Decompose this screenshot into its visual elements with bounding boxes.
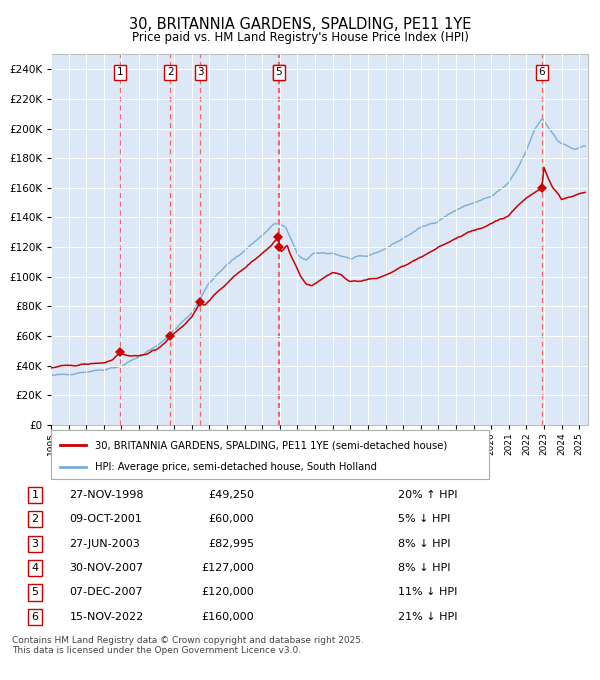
Text: 20% ↑ HPI: 20% ↑ HPI [398, 490, 457, 500]
Text: 4: 4 [275, 67, 282, 78]
Text: £49,250: £49,250 [208, 490, 254, 500]
Text: 09-OCT-2001: 09-OCT-2001 [70, 514, 142, 524]
Text: 8% ↓ HPI: 8% ↓ HPI [398, 563, 451, 573]
Text: 3: 3 [32, 539, 38, 549]
Text: 30-NOV-2007: 30-NOV-2007 [70, 563, 144, 573]
Text: 2: 2 [31, 514, 38, 524]
Text: 6: 6 [539, 67, 545, 78]
Text: Contains HM Land Registry data © Crown copyright and database right 2025.
This d: Contains HM Land Registry data © Crown c… [12, 636, 364, 656]
Text: 1: 1 [32, 490, 38, 500]
Text: 1: 1 [117, 67, 124, 78]
Text: 27-NOV-1998: 27-NOV-1998 [70, 490, 144, 500]
Text: 6: 6 [32, 612, 38, 622]
Text: Price paid vs. HM Land Registry's House Price Index (HPI): Price paid vs. HM Land Registry's House … [131, 31, 469, 44]
Text: 5: 5 [32, 588, 38, 598]
Text: 11% ↓ HPI: 11% ↓ HPI [398, 588, 457, 598]
Text: 5: 5 [275, 67, 282, 78]
Text: 15-NOV-2022: 15-NOV-2022 [70, 612, 144, 622]
Text: 30, BRITANNIA GARDENS, SPALDING, PE11 1YE (semi-detached house): 30, BRITANNIA GARDENS, SPALDING, PE11 1Y… [95, 440, 447, 450]
Text: HPI: Average price, semi-detached house, South Holland: HPI: Average price, semi-detached house,… [95, 462, 377, 472]
FancyBboxPatch shape [51, 430, 489, 479]
Text: £82,995: £82,995 [208, 539, 254, 549]
Text: £127,000: £127,000 [201, 563, 254, 573]
Text: 27-JUN-2003: 27-JUN-2003 [70, 539, 140, 549]
Text: 5% ↓ HPI: 5% ↓ HPI [398, 514, 450, 524]
Text: 07-DEC-2007: 07-DEC-2007 [70, 588, 143, 598]
Text: 2: 2 [167, 67, 173, 78]
Text: 3: 3 [197, 67, 204, 78]
Text: 4: 4 [31, 563, 38, 573]
Text: 21% ↓ HPI: 21% ↓ HPI [398, 612, 457, 622]
Text: 8% ↓ HPI: 8% ↓ HPI [398, 539, 451, 549]
Text: 30, BRITANNIA GARDENS, SPALDING, PE11 1YE: 30, BRITANNIA GARDENS, SPALDING, PE11 1Y… [129, 17, 471, 32]
Text: £120,000: £120,000 [201, 588, 254, 598]
Text: £160,000: £160,000 [201, 612, 254, 622]
Text: £60,000: £60,000 [208, 514, 254, 524]
